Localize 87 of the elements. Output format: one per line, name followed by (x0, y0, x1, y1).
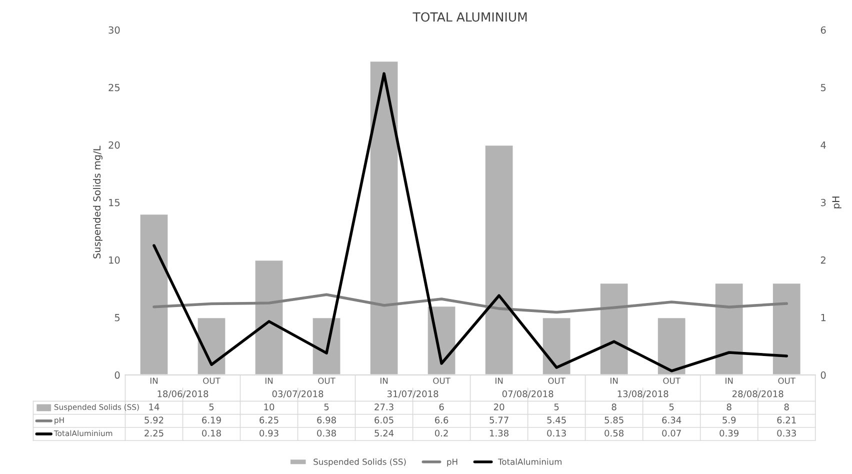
data-label: 6 (439, 404, 444, 410)
y2-tick-label: 5 (820, 84, 826, 92)
data-label: 5 (554, 404, 559, 410)
text: 03/07/2018 (272, 390, 324, 398)
data-label: 5.85 (604, 416, 624, 424)
data-label: 0.58 (604, 430, 624, 437)
data-label: 14 (149, 404, 160, 410)
y2-tick-label: 6 (820, 26, 826, 34)
bar (541, 316, 572, 375)
y2-tick-label: 3 (820, 198, 826, 206)
data-label: 0.2 (434, 430, 448, 437)
text: Suspended Solids (SS) (314, 458, 406, 466)
x-tick-label: OUT (778, 378, 796, 384)
line-series (152, 72, 788, 372)
y-tick-label: 30 (108, 26, 120, 34)
data-label: 0.39 (720, 430, 739, 437)
data-label: 6.05 (374, 416, 394, 424)
data-label: 5 (324, 404, 329, 410)
data-label: 5.77 (490, 416, 508, 424)
text: pH (447, 458, 458, 466)
text: 13/08/2018 (618, 390, 668, 398)
data-label: 5.9 (722, 416, 736, 424)
text: 31/07/2018 (387, 390, 438, 398)
y-axis-title: Suspended Solids mg/L (93, 146, 102, 258)
y2-axis-title: pH (832, 196, 842, 208)
x-tick-label: OUT (203, 378, 220, 384)
data-label: 0.18 (202, 430, 221, 437)
data-label: 1.38 (490, 430, 508, 437)
data-label: 5 (209, 404, 214, 410)
data-label: 6.98 (317, 416, 336, 424)
data-label: 10 (264, 404, 274, 410)
data-label: 8 (784, 404, 789, 410)
bar (311, 316, 342, 375)
data-label: 6.34 (662, 416, 682, 424)
data-label: 0.07 (662, 430, 681, 437)
data-label: 20 (494, 404, 504, 410)
y2-tick-label: 1 (821, 314, 826, 322)
data-label: 0.33 (777, 430, 796, 437)
text: 18/06/2018 (158, 390, 208, 398)
bar (772, 282, 802, 375)
bar (484, 144, 514, 375)
bar (254, 259, 284, 375)
x-tick-label: IN (496, 378, 503, 384)
data-label: 5 (669, 404, 674, 410)
x-tick-label: OUT (548, 378, 566, 384)
x-tick-label: IN (150, 378, 158, 384)
data-label: 0.13 (547, 430, 566, 437)
data-label: 6.19 (202, 416, 221, 424)
x-tick-label: OUT (433, 378, 450, 384)
data-label: 6.6 (435, 416, 448, 424)
x-tick-label: IN (265, 378, 273, 384)
data-label: 8 (612, 404, 616, 410)
line-series (152, 293, 788, 314)
data-label: 0.38 (317, 430, 336, 437)
data-label: 5.45 (547, 416, 566, 424)
bar (599, 282, 630, 375)
y2-tick-label: 0 (820, 371, 826, 379)
y-tick-label: 10 (109, 256, 120, 264)
x-tick-label: OUT (663, 378, 680, 384)
y-tick-label: 15 (109, 199, 120, 206)
y-tick-label: 0 (114, 371, 120, 379)
text: TotalAluminium (498, 458, 562, 465)
data-label: 5.24 (374, 430, 394, 437)
data-label: 5.92 (144, 416, 164, 424)
bar (138, 213, 170, 375)
y2-tick-label: 4 (820, 141, 826, 149)
x-tick-label: IN (380, 378, 388, 384)
data-label: 27.3 (374, 404, 394, 410)
x-tick-label: OUT (318, 378, 336, 384)
x-tick-label: IN (726, 378, 733, 384)
y2-tick-label: 2 (820, 256, 826, 264)
x-tick-label: IN (610, 378, 618, 384)
bar (714, 282, 744, 375)
bar (196, 316, 227, 375)
y-tick-label: 25 (108, 84, 120, 92)
data-label: 8 (726, 404, 732, 410)
chart-title: TOTAL ALUMINIUM (412, 12, 527, 22)
y-tick-label: 5 (114, 314, 120, 322)
text: 28/08/2018 (732, 390, 784, 398)
data-label: 6.21 (777, 416, 796, 424)
bar (656, 316, 687, 375)
bar (368, 60, 400, 375)
y-tick-label: 20 (108, 141, 120, 149)
data-label: 2.25 (144, 430, 164, 437)
data-label: 6.25 (260, 416, 278, 424)
data-label: 0.93 (260, 430, 278, 437)
text: 07/08/2018 (502, 390, 554, 398)
